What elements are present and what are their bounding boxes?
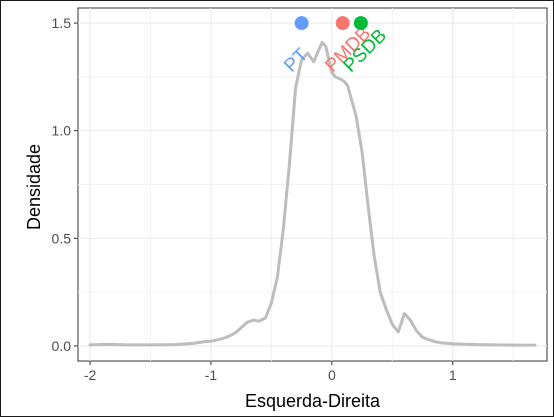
y-tick-label: 0.5 <box>52 230 72 246</box>
x-axis-title: Esquerda-Direita <box>245 391 381 411</box>
gridlines <box>78 8 547 361</box>
density-curve <box>88 40 537 347</box>
x-tick-label: -2 <box>84 367 97 383</box>
x-tick-label: -1 <box>205 367 218 383</box>
y-axis-title: Densidade <box>24 144 44 230</box>
party-point-pmdb <box>335 16 350 31</box>
axes: -2 -1 0 1 0.0 0.5 1.0 1.5 <box>52 15 457 383</box>
y-tick-label: 1.5 <box>52 15 72 31</box>
y-tick-label: 0.0 <box>52 338 72 354</box>
density-curve-layer <box>88 40 537 347</box>
x-tick-label: 0 <box>328 367 336 383</box>
y-tick-label: 1.0 <box>52 123 72 139</box>
party-point-psdb <box>353 16 368 31</box>
party-point-pt <box>294 16 309 31</box>
x-tick-label: 1 <box>449 367 457 383</box>
